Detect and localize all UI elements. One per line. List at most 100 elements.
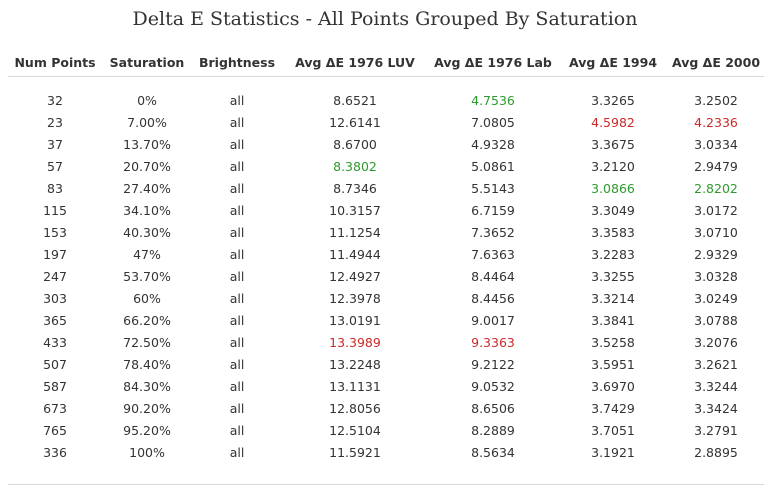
cell-avg-de-2000: 3.2621: [694, 356, 738, 372]
cell-saturation: 72.50%: [123, 334, 171, 350]
cell-avg-de-1976-luv: 12.5104: [329, 422, 381, 438]
cell-num-points: 197: [43, 246, 67, 262]
cell-num-points: 587: [43, 378, 67, 394]
cell-avg-de-1976-lab: 8.4464: [471, 268, 515, 284]
cell-brightness: all: [229, 114, 245, 130]
cell-avg-de-2000: 3.0249: [694, 290, 738, 306]
cell-brightness: all: [229, 290, 245, 306]
table-row: 32 0% all 8.6521 4.7536 3.3265 3.2502: [8, 89, 764, 111]
table-row: 247 53.70% all 12.4927 8.4464 3.3255 3.0328: [8, 265, 764, 287]
cell-avg-de-1994: 3.0866: [591, 180, 635, 196]
column-header-saturation: Saturation: [102, 48, 192, 77]
cell-avg-de-1994: 3.6970: [591, 378, 635, 394]
cell-avg-de-2000: 3.3424: [694, 400, 738, 416]
cell-brightness: all: [229, 400, 245, 416]
cell-brightness: all: [229, 356, 245, 372]
cell-avg-de-1976-luv: 13.1131: [329, 378, 381, 394]
cell-avg-de-2000: 3.0172: [694, 202, 738, 218]
cell-brightness: all: [229, 334, 245, 350]
cell-avg-de-1994: 4.5982: [591, 114, 635, 130]
cell-avg-de-1994: 3.2120: [591, 158, 635, 174]
cell-saturation: 78.40%: [123, 356, 171, 372]
cell-saturation: 100%: [129, 444, 165, 460]
cell-avg-de-1994: 3.3049: [591, 202, 635, 218]
cell-saturation: 66.20%: [123, 312, 171, 328]
cell-avg-de-1976-luv: 8.7346: [333, 180, 377, 196]
cell-num-points: 673: [43, 400, 67, 416]
table-row: 23 7.00% all 12.6141 7.0805 4.5982 4.2336: [8, 111, 764, 133]
cell-num-points: 57: [47, 158, 63, 174]
cell-saturation: 90.20%: [123, 400, 171, 416]
cell-num-points: 365: [43, 312, 67, 328]
cell-saturation: 34.10%: [123, 202, 171, 218]
cell-saturation: 20.70%: [123, 158, 171, 174]
cell-avg-de-2000: 3.2791: [694, 422, 738, 438]
cell-avg-de-2000: 2.8202: [694, 180, 738, 196]
cell-avg-de-1976-luv: 8.6521: [333, 92, 377, 108]
table-row: 115 34.10% all 10.3157 6.7159 3.3049 3.0172: [8, 199, 764, 221]
cell-avg-de-1976-lab: 5.0861: [471, 158, 515, 174]
table-row: 365 66.20% all 13.0191 9.0017 3.3841 3.0788: [8, 309, 764, 331]
cell-avg-de-2000: 3.3244: [694, 378, 738, 394]
cell-avg-de-1976-lab: 8.5634: [471, 444, 515, 460]
cell-avg-de-2000: 3.0328: [694, 268, 738, 284]
cell-avg-de-2000: 2.8895: [694, 444, 738, 460]
cell-num-points: 153: [43, 224, 67, 240]
cell-avg-de-2000: 2.9479: [694, 158, 738, 174]
table-row: 153 40.30% all 11.1254 7.3652 3.3583 3.0710: [8, 221, 764, 243]
cell-saturation: 53.70%: [123, 268, 171, 284]
cell-avg-de-1976-luv: 13.3989: [329, 334, 381, 350]
cell-avg-de-1976-lab: 9.0532: [471, 378, 515, 394]
cell-num-points: 37: [47, 136, 63, 152]
cell-avg-de-1994: 3.5951: [591, 356, 635, 372]
table-row: 83 27.40% all 8.7346 5.5143 3.0866 2.8202: [8, 177, 764, 199]
column-header-brightness: Brightness: [192, 48, 282, 77]
cell-num-points: 115: [43, 202, 67, 218]
table-row: 37 13.70% all 8.6700 4.9328 3.3675 3.0334: [8, 133, 764, 155]
cell-avg-de-1976-lab: 7.6363: [471, 246, 515, 262]
table-body: 32 0% all 8.6521 4.7536 3.3265 3.2502 23 7.00% al…: [8, 89, 764, 463]
cell-avg-de-1976-luv: 8.3802: [333, 158, 377, 174]
cell-brightness: all: [229, 246, 245, 262]
cell-num-points: 23: [47, 114, 63, 130]
column-header-avg-de-1994: Avg ΔE 1994: [558, 48, 668, 77]
cell-avg-de-2000: 3.0334: [694, 136, 738, 152]
page-title: Delta E Statistics - All Points Grouped …: [132, 8, 638, 30]
cell-avg-de-1976-lab: 7.3652: [471, 224, 515, 240]
cell-avg-de-1976-luv: 11.1254: [329, 224, 381, 240]
cell-avg-de-2000: 4.2336: [694, 114, 738, 130]
statistics-table: Num Points Saturation Brightness Avg ΔE …: [8, 48, 764, 463]
cell-saturation: 84.30%: [123, 378, 171, 394]
cell-avg-de-1976-lab: 6.7159: [471, 202, 515, 218]
table-row: 336 100% all 11.5921 8.5634 3.1921 2.8895: [8, 441, 764, 463]
cell-avg-de-1976-luv: 13.2248: [329, 356, 381, 372]
cell-avg-de-1994: 3.3583: [591, 224, 635, 240]
cell-avg-de-1994: 3.3841: [591, 312, 635, 328]
cell-num-points: 765: [43, 422, 67, 438]
cell-avg-de-1976-luv: 13.0191: [329, 312, 381, 328]
cell-avg-de-2000: 3.0710: [694, 224, 738, 240]
cell-avg-de-1994: 3.2283: [591, 246, 635, 262]
cell-num-points: 83: [47, 180, 63, 196]
cell-avg-de-2000: 2.9329: [694, 246, 738, 262]
cell-avg-de-1976-luv: 10.3157: [329, 202, 381, 218]
cell-num-points: 507: [43, 356, 67, 372]
cell-avg-de-1994: 3.3255: [591, 268, 635, 284]
cell-brightness: all: [229, 224, 245, 240]
cell-avg-de-1976-lab: 5.5143: [471, 180, 515, 196]
cell-avg-de-1976-luv: 12.3978: [329, 290, 381, 306]
cell-avg-de-1976-lab: 7.0805: [471, 114, 515, 130]
cell-avg-de-1994: 3.1921: [591, 444, 635, 460]
cell-avg-de-1976-lab: 8.4456: [471, 290, 515, 306]
cell-brightness: all: [229, 312, 245, 328]
bottom-divider: [8, 484, 764, 485]
cell-avg-de-1994: 3.7051: [591, 422, 635, 438]
cell-avg-de-2000: 3.2502: [694, 92, 738, 108]
cell-saturation: 13.70%: [123, 136, 171, 152]
table-row: 303 60% all 12.3978 8.4456 3.3214 3.0249: [8, 287, 764, 309]
cell-avg-de-1976-luv: 11.5921: [329, 444, 381, 460]
cell-avg-de-1976-luv: 11.4944: [329, 246, 381, 262]
table-row: 197 47% all 11.4944 7.6363 3.2283 2.9329: [8, 243, 764, 265]
table-header-row: Num Points Saturation Brightness Avg ΔE …: [8, 48, 764, 77]
cell-brightness: all: [229, 422, 245, 438]
